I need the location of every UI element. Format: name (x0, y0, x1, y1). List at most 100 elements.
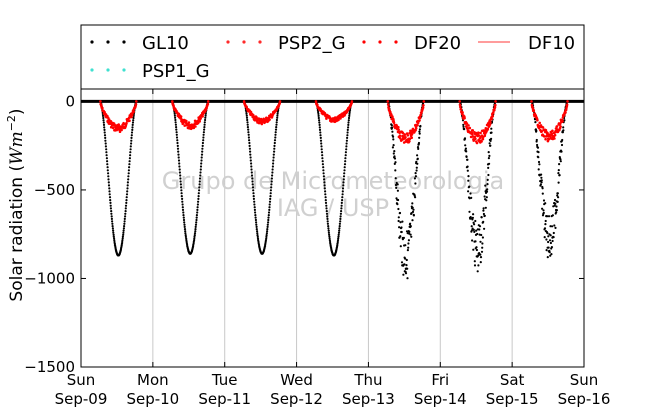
gl10-point (326, 220, 329, 223)
gl10-point (411, 219, 414, 222)
gl10-point (268, 206, 271, 209)
gl10-point (106, 166, 109, 169)
gl10-point (535, 138, 538, 142)
gl10-point (487, 151, 490, 154)
gl10-point (550, 253, 553, 256)
gl10-point (345, 142, 348, 145)
gl10-point (414, 172, 417, 175)
legend-marker-df20 (362, 40, 366, 44)
gl10-point (327, 231, 330, 234)
df20-point (120, 128, 123, 132)
gl10-point (347, 121, 350, 124)
gl10-point (270, 180, 273, 183)
df20-point (561, 120, 564, 123)
df20-point (541, 126, 545, 129)
x-tick-label-day: Thu (353, 371, 382, 389)
gl10-point (541, 207, 544, 210)
gl10-point (320, 142, 323, 145)
gl10-point (321, 160, 324, 163)
gl10-point (406, 277, 409, 280)
legend-marker-df20 (378, 40, 382, 44)
gl10-point (178, 168, 181, 171)
gl10-point (324, 201, 328, 204)
gl10-point (270, 177, 273, 180)
legend-marker-df20 (394, 40, 398, 44)
gl10-point (105, 154, 108, 157)
df20-point (477, 134, 481, 137)
gl10-point (102, 121, 105, 124)
gl10-point (317, 112, 320, 115)
gl10-point (414, 182, 417, 185)
df20-point (483, 134, 487, 137)
df20-point (278, 100, 282, 103)
gl10-point (411, 202, 414, 205)
x-tick-label-date: Sep-11 (198, 390, 251, 408)
df20-point (490, 117, 494, 121)
gl10-point (120, 242, 124, 245)
gl10-point (267, 211, 271, 214)
gl10-point (322, 175, 325, 178)
gl10-point (256, 237, 260, 240)
gl10-point (397, 219, 400, 223)
gl10-point (247, 136, 250, 139)
gl10-point (176, 144, 179, 147)
gl10-point (317, 116, 320, 120)
x-tick-label-date: Sep-10 (126, 390, 179, 408)
gl10-point (256, 230, 259, 233)
gl10-point (255, 223, 258, 226)
gl10-point (554, 226, 557, 229)
df20-point (117, 123, 120, 126)
gl10-point (345, 139, 348, 142)
gl10-point (476, 232, 479, 236)
gl10-point (105, 151, 108, 154)
gl10-point (112, 233, 115, 236)
gl10-point (245, 116, 249, 119)
gl10-point (405, 230, 409, 233)
gl10-point (462, 125, 465, 128)
gl10-point (318, 123, 321, 126)
gl10-point (275, 121, 278, 124)
gl10-point (271, 171, 274, 174)
gl10-point (341, 190, 344, 193)
gl10-point (483, 195, 486, 198)
gl10-point (337, 235, 340, 238)
gl10-point (488, 162, 491, 165)
gl10-point (106, 169, 109, 172)
gl10-point (197, 197, 200, 200)
gl10-point (343, 172, 346, 175)
gl10-point (324, 190, 327, 193)
watermark-line-2: IAG / USP (277, 194, 389, 222)
gl10-point (103, 126, 106, 129)
gl10-point (193, 234, 196, 237)
gl10-point (131, 123, 134, 126)
df20-point (494, 100, 497, 103)
df20-point (101, 106, 104, 110)
gl10-point (413, 177, 416, 180)
legend: GL10 PSP2_G DF20 DF10 PSP1_G (80, 24, 585, 90)
gl10-point (558, 174, 561, 177)
gl10-point (322, 169, 325, 172)
gl10-point (130, 139, 133, 142)
gl10-point (342, 175, 346, 178)
gl10-point (112, 231, 115, 234)
gl10-point (411, 210, 415, 213)
gl10-point (393, 150, 396, 153)
df20-point (466, 127, 469, 130)
df20-point (543, 135, 546, 138)
gl10-point (178, 165, 181, 168)
gl10-point (547, 246, 550, 249)
gl10-point (544, 202, 547, 205)
gl10-point (548, 251, 551, 254)
gl10-point (247, 131, 250, 134)
gl10-point (276, 110, 279, 113)
gl10-point (245, 112, 248, 115)
gl10-point (556, 200, 559, 203)
gl10-point (126, 190, 129, 193)
gl10-point (463, 137, 467, 140)
gl10-point (175, 133, 178, 136)
gl10-point (272, 159, 275, 162)
gl10-point (555, 209, 559, 212)
gl10-point (248, 144, 251, 147)
df20-point (111, 126, 115, 130)
gl10-point (251, 180, 254, 183)
